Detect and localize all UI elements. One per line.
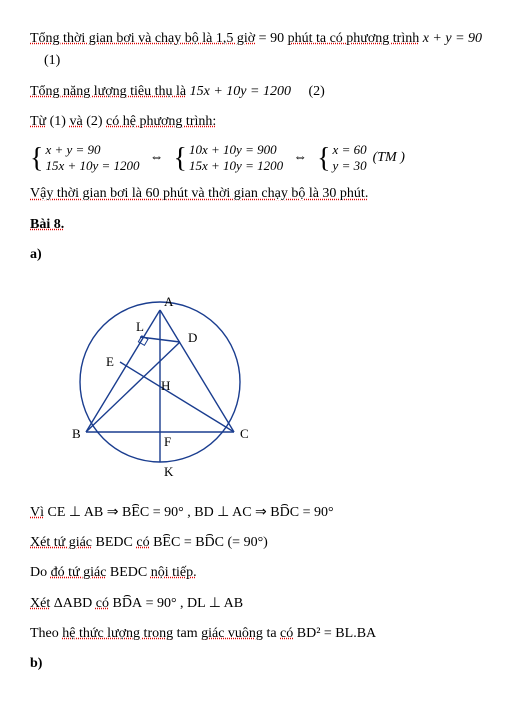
angle: BEC bbox=[153, 532, 180, 554]
tm-label: (TM ) bbox=[373, 150, 405, 166]
text: có bbox=[136, 535, 149, 550]
text: (2) bbox=[83, 114, 106, 129]
iff-icon: ⇔ bbox=[293, 150, 307, 166]
text: Xét tứ giác bbox=[30, 535, 92, 550]
text: = bbox=[180, 535, 195, 550]
text: Tổng thời gian bơi và chạy bộ là 1,5 giờ bbox=[30, 31, 255, 46]
eq: 15x + 10y = 1200 bbox=[45, 158, 139, 175]
eq-tag: (2) bbox=[308, 84, 324, 99]
eq: x + y = 90 bbox=[419, 31, 482, 46]
svg-text:E: E bbox=[106, 354, 114, 369]
eq: x + y = 90 bbox=[45, 142, 139, 159]
text: Theo bbox=[30, 626, 62, 641]
text: và bbox=[69, 114, 82, 129]
proof-line-2: Xét tứ giác BEDC có BEC = BDC (= 90°) bbox=[30, 532, 488, 554]
text: = 90° bbox=[299, 505, 334, 520]
text: Vậy thời gian bơi là 60 phút và thời gia… bbox=[30, 186, 368, 201]
angle: BDC bbox=[195, 532, 224, 554]
text: Do bbox=[30, 565, 51, 580]
iff-icon: ⇔ bbox=[150, 150, 164, 166]
svg-text:L: L bbox=[136, 319, 144, 334]
circle-triangle-svg: A B C KF D E L H bbox=[60, 282, 280, 482]
angle: BDC bbox=[270, 502, 299, 524]
text: (1) bbox=[46, 114, 69, 129]
line-conclusion: Vậy thời gian bơi là 60 phút và thời gia… bbox=[30, 183, 488, 205]
svg-text:B: B bbox=[72, 426, 81, 441]
text: Xét bbox=[30, 596, 50, 611]
text: Vì bbox=[30, 505, 44, 520]
angle: BDA bbox=[113, 593, 143, 615]
system-row: { x + y = 90 15x + 10y = 1200 ⇔ { 10x + … bbox=[30, 142, 488, 176]
part-b-label: b) bbox=[30, 653, 488, 675]
svg-text:C: C bbox=[240, 426, 249, 441]
text: có bbox=[96, 596, 109, 611]
text: Bài 8. bbox=[30, 217, 64, 232]
text: hệ thức lượng trong bbox=[62, 626, 173, 641]
eq: x = 60 bbox=[333, 142, 367, 159]
part-a-label: a) bbox=[30, 244, 488, 266]
line-2: Tổng năng lượng tiêu thụ là 15x + 10y = … bbox=[30, 81, 488, 103]
svg-text:K: K bbox=[164, 464, 174, 479]
proof-line-4: Xét ΔABD có BDA = 90° , DL ⊥ AB bbox=[30, 593, 488, 615]
proof-line-5: Theo hệ thức lượng trong tam giác vuông … bbox=[30, 623, 488, 645]
text: CE ⊥ AB ⇒ bbox=[44, 505, 122, 520]
text: nội tiếp. bbox=[151, 565, 197, 580]
text: Từ bbox=[30, 114, 46, 129]
brace-icon: { bbox=[174, 146, 187, 171]
text: = 90 bbox=[255, 31, 287, 46]
text: BD² = BL.BA bbox=[293, 626, 376, 641]
text: giác vuông bbox=[201, 626, 263, 641]
angle: BEC bbox=[122, 502, 149, 524]
eq: y = 30 bbox=[333, 158, 367, 175]
text: = 90° , BD ⊥ AC ⇒ bbox=[149, 505, 270, 520]
heading-bai8: Bài 8. bbox=[30, 214, 488, 236]
text: có bbox=[280, 626, 293, 641]
text: BEDC bbox=[106, 565, 150, 580]
text: = 90° , DL ⊥ AB bbox=[142, 596, 243, 611]
svg-text:F: F bbox=[164, 434, 171, 449]
proof-line-1: Vì CE ⊥ AB ⇒ BEC = 90° , BD ⊥ AC ⇒ BDC =… bbox=[30, 502, 488, 524]
brace-icon: { bbox=[30, 146, 43, 171]
proof-line-3: Do đó tứ giác BEDC nội tiếp. bbox=[30, 562, 488, 584]
text: ΔABD bbox=[50, 596, 96, 611]
text: BEDC bbox=[92, 535, 136, 550]
eq: 15x + 10y = 1200 bbox=[186, 84, 291, 99]
svg-text:A: A bbox=[164, 294, 174, 309]
eq-tag: (1) bbox=[44, 53, 60, 68]
brace-icon: { bbox=[317, 146, 330, 171]
text: (= 90°) bbox=[224, 535, 268, 550]
line-1: Tổng thời gian bơi và chạy bộ là 1,5 giờ… bbox=[30, 28, 488, 73]
svg-text:H: H bbox=[161, 378, 170, 393]
system-1: { x + y = 90 15x + 10y = 1200 bbox=[30, 142, 140, 176]
text: Tổng năng lượng tiêu thụ là bbox=[30, 84, 186, 99]
text: tam bbox=[173, 626, 201, 641]
text: phút ta có phương trình bbox=[288, 31, 420, 46]
geometry-diagram: A B C KF D E L H bbox=[60, 282, 488, 487]
text: ta bbox=[263, 626, 280, 641]
eq: 10x + 10y = 900 bbox=[189, 142, 283, 159]
system-3: { x = 60 y = 30 bbox=[317, 142, 367, 176]
eq: 15x + 10y = 1200 bbox=[189, 158, 283, 175]
text: có hệ phương trình: bbox=[106, 114, 216, 129]
svg-text:D: D bbox=[188, 330, 197, 345]
text: đó tứ giác bbox=[51, 565, 107, 580]
line-3: Từ (1) và (2) có hệ phương trình: bbox=[30, 111, 488, 133]
system-2: { 10x + 10y = 900 15x + 10y = 1200 bbox=[174, 142, 284, 176]
